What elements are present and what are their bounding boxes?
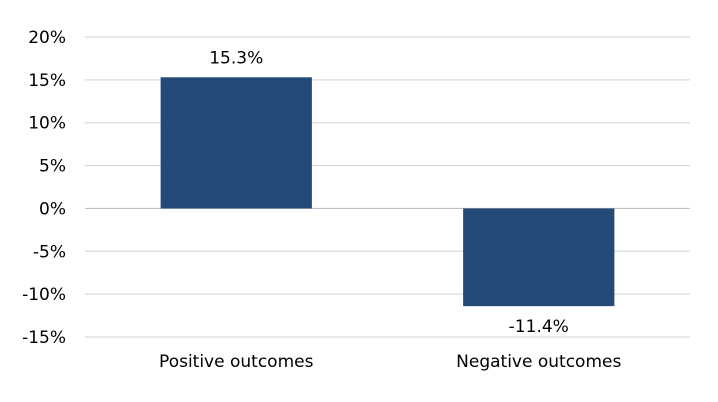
y-tick-label: 15% <box>28 71 66 91</box>
category-label: Positive outcomes <box>159 352 314 372</box>
bars <box>160 77 615 307</box>
y-tick-label: -5% <box>33 242 66 262</box>
data-label: -11.4% <box>509 317 569 337</box>
bar <box>160 77 312 209</box>
category-labels: Positive outcomes Negative outcomes <box>159 352 621 372</box>
y-tick-label: -15% <box>22 328 66 348</box>
y-tick-label: -10% <box>22 285 66 305</box>
data-label: 15.3% <box>209 48 263 68</box>
bar <box>463 208 615 307</box>
category-label: Negative outcomes <box>456 352 621 372</box>
y-tick-label: 5% <box>39 157 66 177</box>
y-tick-label: 20% <box>28 28 66 48</box>
y-tick-label: 10% <box>28 114 66 134</box>
y-axis-ticks: 20% 15% 10% 5% 0% -5% -10% -15% <box>22 28 66 348</box>
data-labels: 15.3% -11.4% <box>209 48 569 337</box>
y-tick-label: 0% <box>39 199 66 219</box>
